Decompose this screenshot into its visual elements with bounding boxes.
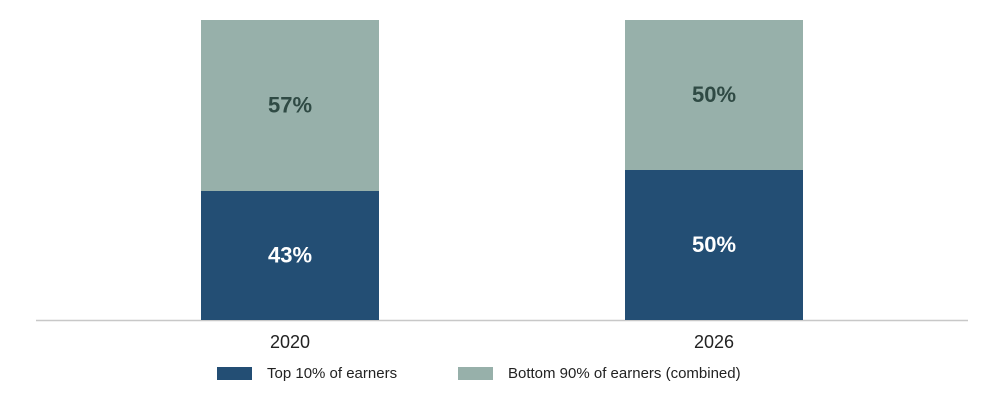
legend-label: Top 10% of earners bbox=[267, 365, 397, 382]
value-label: 57% bbox=[268, 92, 312, 117]
legend-swatch bbox=[458, 367, 493, 380]
value-label: 43% bbox=[268, 242, 312, 267]
legend-label: Bottom 90% of earners (combined) bbox=[508, 365, 741, 382]
value-label: 50% bbox=[692, 82, 736, 107]
bar-segment bbox=[625, 20, 803, 170]
value-label: 50% bbox=[692, 232, 736, 257]
bar-segment bbox=[201, 191, 379, 320]
x-tick-label: 2020 bbox=[270, 332, 310, 352]
x-tick-label: 2026 bbox=[694, 332, 734, 352]
legend-swatch bbox=[217, 367, 252, 380]
bar-segment bbox=[625, 170, 803, 320]
bar-segment bbox=[201, 20, 379, 191]
